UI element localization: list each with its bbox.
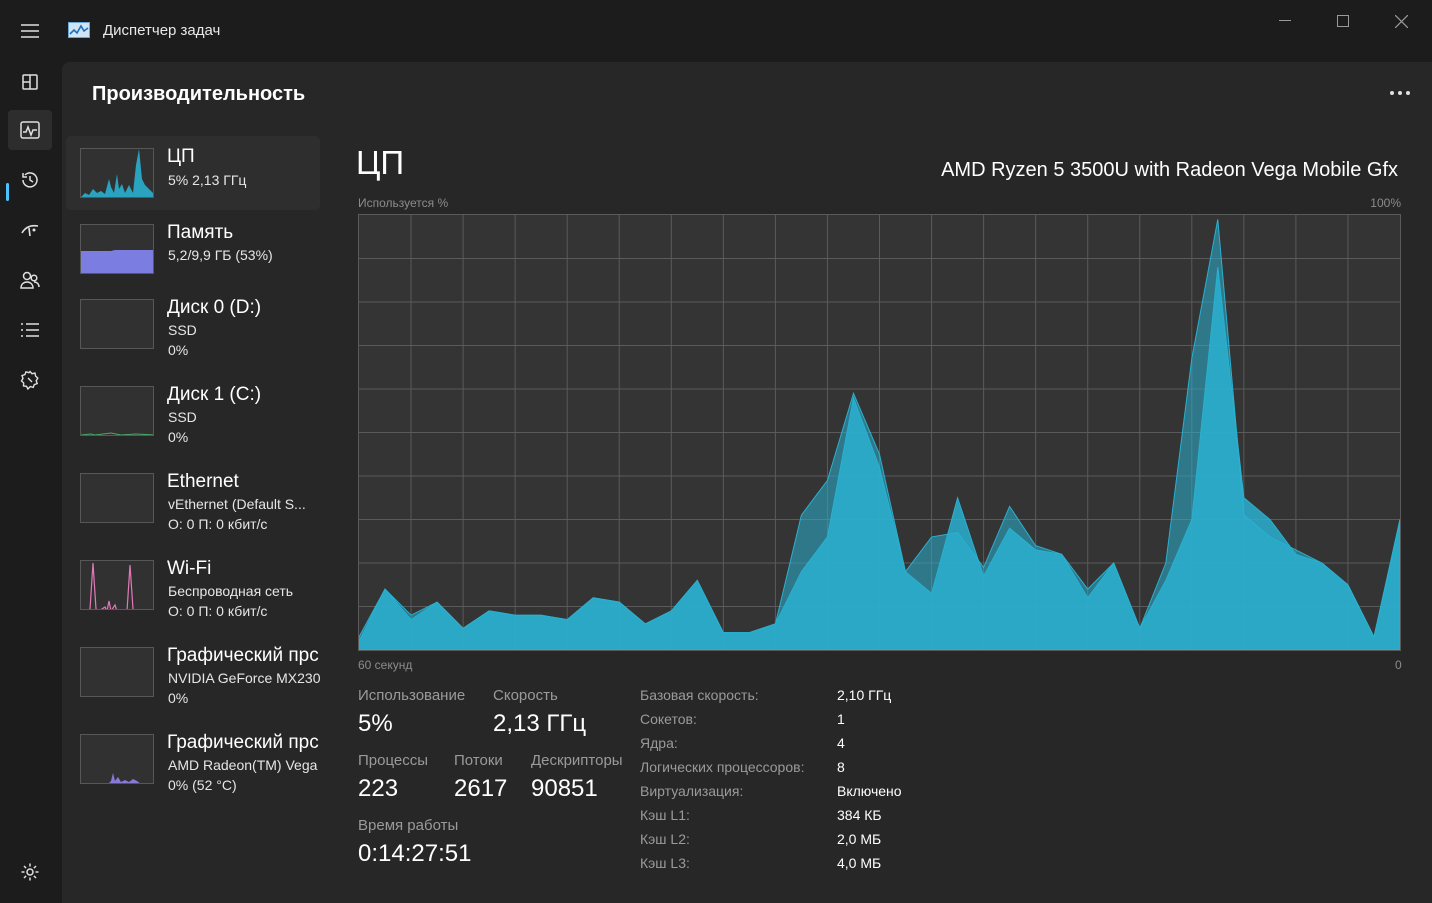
device-detail: vEthernet (Default S...	[168, 496, 306, 512]
details-nav-icon[interactable]	[8, 310, 52, 350]
uptime-value: 0:14:27:51	[358, 840, 472, 867]
hamburger-menu-icon[interactable]	[14, 16, 46, 46]
cpu-usage-area-series-0	[358, 267, 1401, 651]
device-detail-2: О: 0 П: 0 кбит/с	[168, 603, 268, 619]
cpu-usage-chart	[358, 215, 1401, 651]
device-name: ЦП	[167, 146, 195, 167]
device-detail: SSD	[168, 409, 197, 425]
disk1-thumbnail-graph	[80, 386, 154, 436]
spec-value: 384 КБ	[837, 807, 882, 823]
device-name: Графический прс	[167, 732, 319, 753]
settings-gear-icon[interactable]	[8, 852, 52, 892]
spec-label: Логических процессоров:	[640, 759, 805, 775]
main-panel: Производительность ЦП 5% 2,13 ГГц Память…	[62, 62, 1432, 903]
spec-label: Кэш L1:	[640, 807, 690, 823]
device-gpu-1[interactable]: Графический прс AMD Radeon(TM) Vega 0% (…	[66, 722, 320, 796]
device-gpu-0[interactable]: Графический прс NVIDIA GeForce MX230 0%	[66, 635, 321, 709]
spec-value: 4	[837, 735, 845, 751]
spec-value: 2,0 МБ	[837, 831, 882, 847]
spec-label: Кэш L2:	[640, 831, 690, 847]
device-detail: AMD Radeon(TM) Vega	[168, 757, 318, 773]
processes-nav-icon[interactable]	[8, 62, 52, 102]
device-name: Wi-Fi	[167, 558, 212, 579]
services-nav-icon[interactable]	[8, 360, 52, 400]
device-detail-2: 0%	[168, 429, 189, 445]
device-detail: NVIDIA GeForce MX230	[168, 670, 321, 686]
wifi-thumbnail-graph	[80, 560, 154, 610]
device-detail: SSD	[168, 322, 197, 338]
usage-label: Использование	[358, 687, 466, 704]
device-name: Ethernet	[167, 471, 239, 492]
device-name: Диск 0 (D:)	[167, 297, 262, 318]
spec-label: Сокетов:	[640, 711, 697, 727]
device-disk-0[interactable]: Диск 0 (D:) SSD 0%	[66, 287, 320, 361]
active-nav-indicator	[6, 183, 9, 201]
device-detail-2: 0%	[168, 342, 189, 358]
device-name: Диск 1 (C:)	[167, 384, 262, 405]
cpu-thumbnail-graph	[80, 148, 154, 198]
usage-value: 5%	[358, 710, 393, 737]
graph-x-label: 60 секунд	[358, 658, 413, 672]
device-detail-2: О: 0 П: 0 кбит/с	[168, 516, 268, 532]
graph-y-label: Используется %	[358, 196, 449, 210]
device-name: Графический прс	[167, 645, 319, 666]
threads-value: 2617	[454, 775, 508, 802]
startup-apps-nav-icon[interactable]	[8, 210, 52, 250]
device-detail-2: 0% (52 °C)	[168, 777, 237, 793]
gpu1-thumbnail-graph	[80, 734, 154, 784]
cpu-heading: ЦП	[356, 144, 405, 181]
page-title: Производительность	[92, 83, 306, 105]
spec-value: 2,10 ГГц	[837, 687, 892, 703]
minimize-icon[interactable]	[1262, 8, 1308, 34]
memory-thumbnail-graph	[80, 224, 154, 274]
spec-value: Включено	[837, 783, 902, 799]
cpu-usage-graph	[358, 214, 1401, 651]
spec-label: Ядра:	[640, 735, 678, 751]
more-options-icon[interactable]	[1380, 80, 1420, 106]
gpu0-thumbnail-graph	[80, 647, 154, 697]
spec-value: 4,0 МБ	[837, 855, 882, 871]
spec-value: 8	[837, 759, 845, 775]
cpu-model-name: AMD Ryzen 5 3500U with Radeon Vega Mobil…	[941, 159, 1398, 181]
spec-label: Кэш L3:	[640, 855, 690, 871]
spec-label: Базовая скорость:	[640, 687, 759, 703]
device-memory[interactable]: Память 5,2/9,9 ГБ (53%)	[66, 212, 320, 286]
app-title: Диспетчер задач	[103, 22, 221, 39]
title-bar: Диспетчер задач	[0, 0, 1432, 62]
app-history-nav-icon[interactable]	[8, 160, 52, 200]
speed-value: 2,13 ГГц	[493, 710, 587, 737]
device-detail: 5% 2,13 ГГц	[168, 172, 247, 188]
ethernet-thumbnail-graph	[80, 473, 154, 523]
handles-label: Дескрипторы	[531, 752, 623, 769]
maximize-icon[interactable]	[1320, 8, 1366, 34]
task-manager-app-icon	[68, 22, 90, 38]
speed-label: Скорость	[493, 687, 558, 704]
handles-value: 90851	[531, 775, 598, 802]
disk0-thumbnail-graph	[80, 299, 154, 349]
device-ethernet[interactable]: Ethernet vEthernet (Default S... О: 0 П:…	[66, 461, 320, 535]
spec-label: Виртуализация:	[640, 783, 744, 799]
processes-value: 223	[358, 775, 399, 802]
device-detail: 5,2/9,9 ГБ (53%)	[168, 247, 273, 263]
spec-value: 1	[837, 711, 845, 727]
processes-label: Процессы	[358, 752, 429, 769]
graph-y-max: 100%	[1370, 196, 1401, 210]
device-detail: Беспроводная сеть	[168, 583, 294, 599]
close-icon[interactable]	[1378, 8, 1424, 34]
performance-nav-icon[interactable]	[8, 110, 52, 150]
device-detail-2: 0%	[168, 690, 189, 706]
navigation-rail	[0, 62, 62, 903]
threads-label: Потоки	[454, 752, 503, 769]
device-disk-1[interactable]: Диск 1 (C:) SSD 0%	[66, 374, 320, 448]
device-wifi[interactable]: Wi-Fi Беспроводная сеть О: 0 П: 0 кбит/с	[66, 548, 320, 622]
device-name: Память	[167, 222, 234, 243]
uptime-label: Время работы	[358, 817, 459, 834]
graph-x-end: 0	[1395, 658, 1402, 672]
users-nav-icon[interactable]	[8, 260, 52, 300]
device-cpu[interactable]: ЦП 5% 2,13 ГГц	[66, 136, 320, 210]
